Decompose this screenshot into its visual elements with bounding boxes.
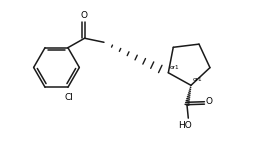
Text: or1: or1 xyxy=(193,77,203,82)
Text: Cl: Cl xyxy=(65,93,74,102)
Text: HO: HO xyxy=(178,121,192,130)
Text: O: O xyxy=(206,97,213,106)
Text: O: O xyxy=(80,11,87,20)
Text: or1: or1 xyxy=(170,64,179,69)
